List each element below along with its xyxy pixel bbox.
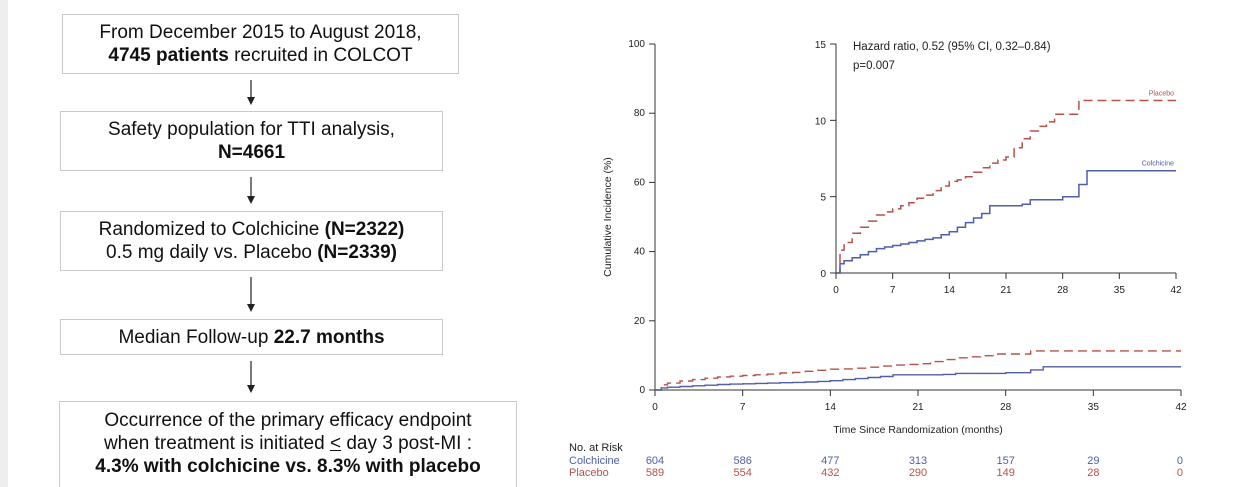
main-x-tick-label: 0 (652, 402, 658, 413)
main-y-tick-label: 20 (634, 316, 646, 327)
randomized-text: Randomized to Colchicine (98, 219, 325, 240)
at-risk-value: 149 (996, 467, 1014, 479)
inset-x-tick-label: 7 (890, 285, 896, 296)
flow-box-safety-line1: Safety population for TTI analysis, (108, 119, 395, 140)
flow-box-randomization-line2: 0.5 mg daily vs. Placebo (N=2339) (106, 241, 397, 264)
inset-x-tick-label: 21 (1000, 285, 1012, 296)
flow-box-primary-endpoint: Occurrence of the primary efficacy endpo… (59, 401, 517, 487)
main-y-tick-label: 100 (628, 39, 645, 50)
safety-n: N=4661 (217, 142, 286, 163)
main-x-tick-label: 42 (1175, 402, 1187, 413)
flow-box-recruitment-line1: From December 2015 to August 2018, (99, 22, 422, 43)
at-risk-value: 554 (733, 467, 751, 479)
main-x-tick-label: 14 (825, 402, 837, 413)
arrow-down-icon (247, 361, 255, 393)
inset-series-label-placebo: Placebo (1149, 90, 1174, 97)
patients-count: 4745 patients (108, 45, 229, 66)
at-risk-value: 157 (996, 455, 1014, 467)
endpoint-result: 4.3% with colchicine vs. 8.3% with place… (95, 456, 481, 477)
main-y-tick-label: 0 (639, 385, 645, 396)
endpoint-line1: Occurrence of the primary efficacy endpo… (104, 410, 472, 431)
arrow-down-icon (247, 80, 255, 105)
inset-series-label-colchicine: Colchicine (1142, 161, 1174, 168)
flow-box-follow-up: Median Follow-up 22.7 months (60, 319, 443, 355)
inset-y-tick-label: 15 (815, 40, 827, 51)
arrow-down-icon (247, 177, 255, 204)
y-axis-label: Cumulative Incidence (%) (602, 157, 614, 277)
at-risk-value: 477 (821, 455, 839, 467)
colchicine-n: (N=2322) (324, 219, 405, 240)
flow-box-randomization-line1: Randomized to Colchicine (N=2322) (99, 218, 405, 241)
main-y-tick-label: 40 (634, 247, 646, 258)
main-x-tick-label: 21 (912, 402, 924, 413)
flow-box-recruitment-line2: 4745 patients recruited in COLCOT (108, 44, 412, 67)
at-risk-value: 589 (646, 467, 664, 479)
follow-up-text: Median Follow-up (118, 326, 274, 348)
placebo-n: (N=2339) (317, 242, 397, 263)
flow-box-follow-up-line: Median Follow-up 22.7 months (118, 326, 384, 349)
main-x-tick-label: 7 (740, 402, 746, 413)
endpoint-day-text: day 3 post-MI : (346, 433, 473, 454)
left-border-strip (0, 0, 8, 487)
inset-x-tick-label: 0 (833, 285, 839, 296)
endpoint-line2: when treatment is initiated < day 3 post… (104, 432, 472, 455)
arrow-down-icon (247, 277, 255, 312)
main-y-tick-label: 80 (634, 108, 646, 119)
inset-y-tick-label: 0 (820, 269, 826, 280)
x-axis-label: Time Since Randomization (months) (833, 424, 1002, 436)
flow-box-randomization: Randomized to Colchicine (N=2322) 0.5 mg… (60, 211, 443, 271)
at-risk-value: 28 (1087, 467, 1099, 479)
at-risk-row-label: Placebo (569, 467, 609, 479)
at-risk-value: 0 (1177, 467, 1183, 479)
inset-series-placebo (836, 99, 1176, 274)
p-value-annotation: p=0.007 (853, 60, 895, 72)
flow-box-safety-population: Safety population for TTI analysis, N=46… (60, 111, 443, 171)
at-risk-value: 432 (821, 467, 839, 479)
less-equal-symbol: < (329, 433, 342, 454)
dose-text: 0.5 mg daily vs. Placebo (106, 242, 318, 263)
recruited-text: recruited in COLCOT (228, 45, 413, 66)
main-series-colchicine (655, 366, 1181, 391)
flow-box-safety-line2: N=4661 (218, 141, 285, 164)
inset-x-tick-label: 35 (1114, 285, 1126, 296)
at-risk-value: 0 (1177, 455, 1183, 467)
at-risk-value: 29 (1087, 455, 1099, 467)
inset-x-tick-label: 14 (944, 285, 956, 296)
main-y-tick-label: 60 (634, 177, 646, 188)
inset-x-tick-label: 42 (1170, 285, 1182, 296)
endpoint-line3: 4.3% with colchicine vs. 8.3% with place… (95, 455, 480, 478)
hazard-ratio-annotation: Hazard ratio, 0.52 (95% CI, 0.32–0.84) (853, 41, 1051, 53)
inset-series-colchicine (836, 169, 1176, 274)
at-risk-value: 586 (733, 455, 751, 467)
inset-y-tick-label: 5 (820, 193, 826, 204)
at-risk-title: No. at Risk (569, 442, 623, 454)
main-x-tick-label: 35 (1088, 402, 1100, 413)
inset-y-tick-label: 10 (815, 116, 827, 127)
main-x-tick-label: 28 (1000, 402, 1012, 413)
inset-x-tick-label: 28 (1057, 285, 1069, 296)
flow-box-recruitment: From December 2015 to August 2018, 4745 … (62, 14, 459, 74)
at-risk-row-label: Colchicine (569, 455, 620, 467)
at-risk-value: 604 (646, 455, 664, 467)
at-risk-value: 313 (909, 455, 927, 467)
follow-up-months: 22.7 months (273, 326, 385, 348)
at-risk-value: 290 (909, 467, 927, 479)
main-series-placebo (655, 350, 1181, 391)
endpoint-line2-text: when treatment is initiated (103, 433, 330, 454)
